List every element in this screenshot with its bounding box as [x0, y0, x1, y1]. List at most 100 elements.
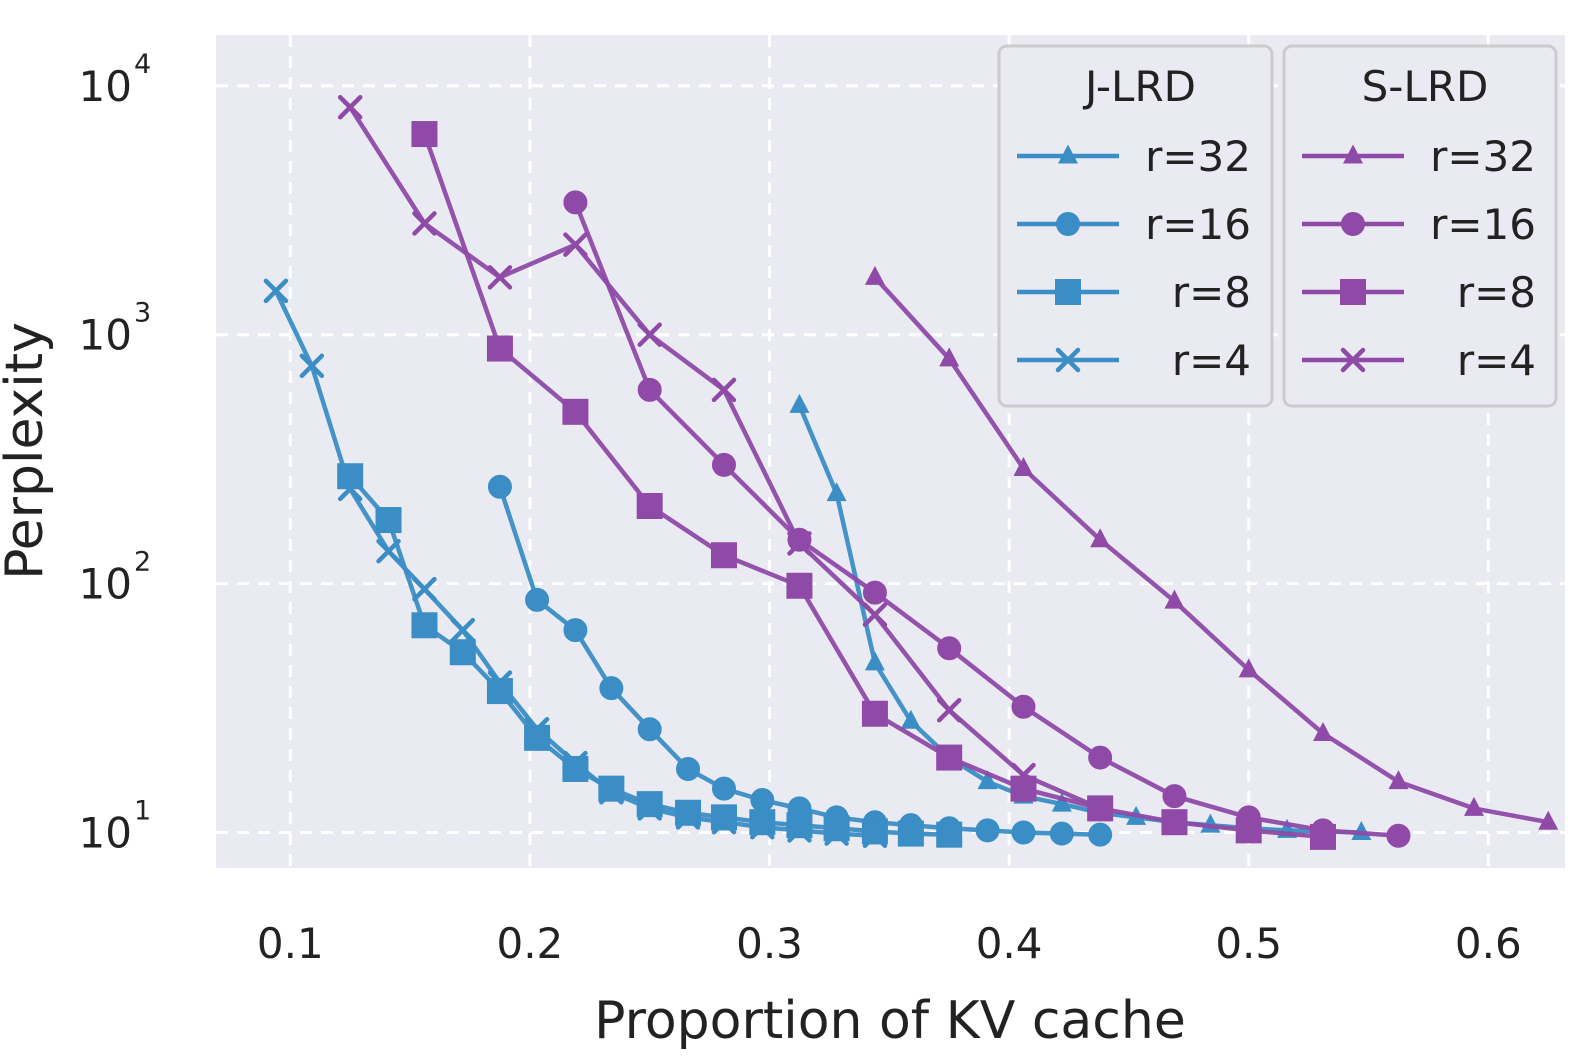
legend-box — [997, 44, 1274, 408]
legend-entry: r=16 — [1017, 200, 1251, 249]
data-point — [936, 821, 963, 848]
legend-label: r=32 — [1145, 132, 1251, 181]
data-point — [487, 265, 513, 290]
data-point — [861, 818, 888, 845]
data-point — [1051, 792, 1072, 812]
legend-title: S-LRD — [1362, 62, 1489, 111]
legend-marker — [1056, 212, 1080, 236]
data-point — [637, 796, 662, 821]
data-point — [710, 804, 737, 831]
data-point — [936, 744, 963, 771]
data-point — [599, 676, 624, 701]
data-point — [975, 818, 1000, 843]
data-point — [937, 636, 962, 661]
data-point — [862, 580, 887, 605]
x-tick-label: 0.2 — [496, 919, 563, 968]
data-point — [412, 211, 437, 236]
series-s-lrd-r8 — [411, 121, 1336, 850]
data-point — [1087, 796, 1113, 821]
data-point — [676, 756, 701, 781]
data-point — [487, 474, 512, 499]
legend-label: r=8 — [1172, 268, 1251, 317]
y-tick-exponent: 4 — [134, 49, 151, 80]
data-point — [1312, 721, 1333, 741]
data-point — [1090, 528, 1111, 548]
data-point — [1088, 822, 1113, 847]
legends: J-LRD r=32 r=16 r=8 r=4 S-LRD r=32 r=16 r=8 r=4 — [997, 44, 1558, 408]
data-point — [1049, 821, 1074, 846]
data-point — [861, 700, 888, 727]
y-tick-exponent: 2 — [134, 547, 151, 578]
data-point — [824, 821, 849, 846]
data-point — [826, 482, 847, 502]
x-tick-label: 0.5 — [1215, 919, 1282, 968]
y-tick-label: 10 — [79, 62, 132, 111]
y-tick-exponent: 1 — [134, 795, 151, 826]
data-point — [1011, 694, 1036, 719]
legend-label: r=8 — [1457, 268, 1536, 317]
data-point — [637, 377, 662, 402]
data-point — [787, 818, 812, 843]
data-point — [711, 809, 737, 835]
data-point — [749, 809, 776, 836]
series-j-lrd-r4 — [263, 278, 888, 849]
series-layer — [263, 95, 1559, 850]
legend-entry: r=32 — [1302, 132, 1536, 181]
legend-label: r=16 — [1430, 200, 1536, 249]
legend-marker — [1055, 279, 1081, 305]
data-point — [1538, 810, 1559, 830]
data-point — [411, 121, 438, 148]
data-point — [1235, 817, 1262, 844]
data-point — [936, 697, 962, 723]
data-point — [1088, 745, 1113, 770]
data-point — [563, 618, 588, 643]
data-point — [563, 232, 588, 257]
data-point — [1011, 762, 1036, 788]
data-point — [789, 393, 810, 413]
legend-marker — [1340, 279, 1366, 305]
data-point — [563, 750, 588, 776]
legend-entry: r=8 — [1017, 268, 1251, 317]
data-point — [636, 493, 663, 520]
legend-entry: r=8 — [1302, 268, 1536, 317]
legend-marker — [1055, 347, 1081, 373]
data-point — [862, 823, 888, 849]
data-point — [711, 452, 736, 477]
data-point — [711, 776, 736, 801]
data-point — [299, 353, 325, 379]
legend-label: r=4 — [1457, 336, 1536, 385]
data-point — [1238, 658, 1259, 678]
data-point — [525, 587, 550, 612]
data-point — [637, 717, 662, 742]
x-tick-label: 0.3 — [736, 919, 803, 968]
series-s-lrd-r4 — [337, 95, 1113, 821]
data-point — [786, 572, 813, 599]
data-point — [864, 265, 885, 285]
legend-entry: r=32 — [1017, 132, 1251, 181]
x-tick-label: 0.6 — [1455, 919, 1522, 968]
series-s-lrd-r32 — [864, 265, 1559, 830]
x-tick-labels: 0.1 0.2 0.3 0.4 0.5 0.6 — [257, 919, 1522, 968]
legend-label: r=32 — [1430, 132, 1536, 181]
series-line — [797, 404, 1362, 835]
series-j-lrd-r8 — [337, 463, 963, 848]
y-axis-title: Perplexity — [0, 322, 55, 580]
data-point — [710, 542, 737, 569]
legend-j-lrd: J-LRD r=32 r=16 r=8 r=4 — [997, 44, 1274, 408]
legend-box — [1282, 44, 1558, 408]
data-point — [675, 805, 701, 830]
legend-marker — [1343, 144, 1363, 164]
y-tick-label: 10 — [79, 560, 132, 609]
data-point — [1164, 589, 1185, 609]
data-point — [1011, 820, 1036, 845]
data-point — [862, 602, 888, 627]
data-point — [337, 95, 363, 120]
data-point — [750, 814, 775, 840]
legend-marker — [1340, 347, 1366, 373]
data-point — [897, 820, 924, 847]
legend-marker — [1341, 212, 1365, 236]
y-tick-label: 10 — [79, 808, 132, 857]
y-tick-exponent: 3 — [134, 298, 151, 329]
data-point — [977, 770, 998, 790]
data-point — [1013, 457, 1034, 477]
